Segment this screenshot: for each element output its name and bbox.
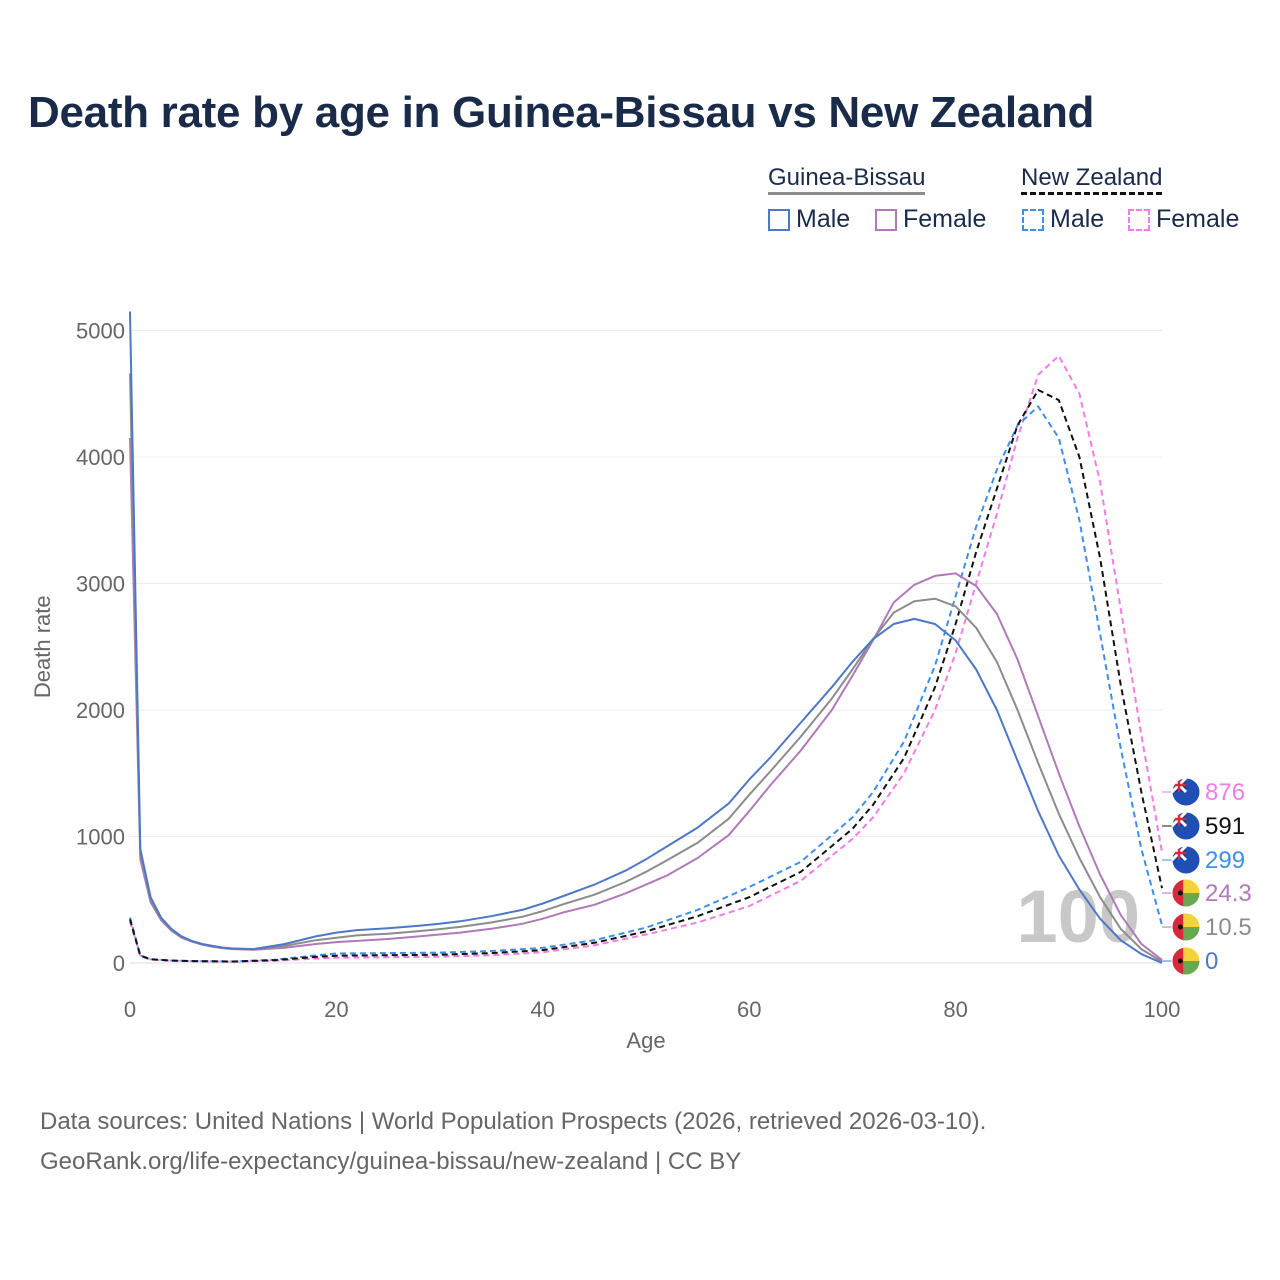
legend-group-label: New Zealand: [1021, 164, 1163, 191]
legend-label: Male: [796, 205, 851, 233]
flag-new-zealand-icon: [1171, 777, 1201, 807]
end-label-value: 10.5: [1205, 914, 1252, 941]
legend-item-nz-female[interactable]: Female: [1128, 205, 1239, 234]
y-tick-label: 2000: [76, 698, 125, 723]
end-label-value: 24.3: [1205, 880, 1252, 907]
end-label-value: 0: [1205, 948, 1218, 975]
y-tick-label: 4000: [76, 445, 125, 470]
legend-item-gb-female[interactable]: Female: [875, 205, 986, 234]
y-tick-label: 0: [113, 951, 125, 976]
chart-title: Death rate by age in Guinea-Bissau vs Ne…: [28, 88, 1095, 137]
x-tick-label: 40: [531, 997, 555, 1022]
series-line-guinea-bissau-male: [129, 311, 1163, 964]
legend-group-guinea-bissau[interactable]: Guinea-Bissau: [768, 164, 926, 195]
legend-group-line: [768, 192, 926, 195]
legend-item-gb-male[interactable]: Male: [768, 205, 850, 234]
x-tick-label: 100: [1144, 997, 1181, 1022]
end-label-value: 591: [1205, 813, 1245, 840]
legend-swatch: [1128, 208, 1150, 231]
legend-group-new-zealand[interactable]: New Zealand: [1021, 164, 1163, 195]
legend-label: Female: [903, 205, 987, 233]
legend-swatch: [1022, 208, 1044, 231]
series-line-guinea-bissau-total: [129, 373, 1163, 963]
end-label-value: 299: [1205, 847, 1245, 874]
x-tick-label: 60: [737, 997, 761, 1022]
footer-sources: Data sources: United Nations | World Pop…: [40, 1108, 987, 1135]
y-tick-label: 5000: [76, 319, 125, 344]
series-line-new-zealand-total: [129, 389, 1163, 963]
y-tick-label: 3000: [76, 572, 125, 597]
x-axis-label: Age: [626, 1028, 665, 1053]
footer-link[interactable]: GeoRank.org/life-expectancy/guinea-bissa…: [40, 1148, 742, 1175]
y-axis-label: Death rate: [30, 595, 55, 698]
y-tick-label: 1000: [76, 825, 125, 850]
flag-guinea-bissau-icon: [1171, 878, 1201, 908]
series-line-new-zealand-female: [129, 354, 1163, 963]
legend-group-line: [1021, 192, 1163, 195]
series-line-guinea-bissau-female: [129, 437, 1163, 961]
legend-label: Female: [1156, 205, 1240, 233]
legend-group-label: Guinea-Bissau: [768, 164, 926, 191]
x-tick-label: 0: [124, 997, 136, 1022]
flag-guinea-bissau-icon: [1171, 946, 1201, 976]
legend-item-nz-male[interactable]: Male: [1022, 205, 1104, 234]
end-label-value: 876: [1205, 779, 1245, 806]
flag-new-zealand-icon: [1171, 811, 1201, 841]
x-tick-label: 80: [943, 997, 967, 1022]
flag-guinea-bissau-icon: [1171, 912, 1201, 942]
legend-label: Male: [1050, 205, 1105, 233]
flag-new-zealand-icon: [1171, 845, 1201, 875]
legend-swatch: [768, 208, 790, 231]
legend-swatch: [875, 208, 897, 231]
x-tick-label: 20: [324, 997, 348, 1022]
